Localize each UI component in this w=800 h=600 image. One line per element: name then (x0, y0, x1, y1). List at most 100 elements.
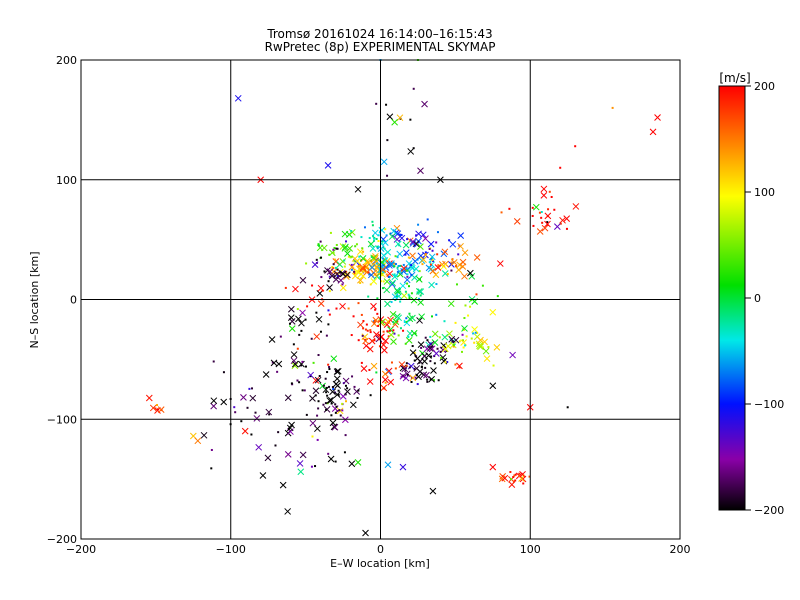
point-cross (381, 376, 389, 384)
point-dot (408, 297, 411, 300)
x-axis-ticks: −200 −100 0 100 200 (66, 543, 691, 556)
point-dot (394, 263, 397, 266)
point-cross (351, 272, 359, 280)
point-dot (375, 371, 378, 374)
point-cross (344, 271, 351, 279)
point-dot (305, 413, 308, 416)
point-dot (368, 368, 371, 371)
point-dot (424, 366, 427, 369)
point-cross (513, 217, 521, 225)
point-dot (404, 253, 407, 256)
point-dot (405, 364, 408, 367)
point-dot (496, 295, 499, 298)
point-dot (251, 387, 254, 390)
point-dot (370, 255, 373, 258)
point-cross (319, 382, 326, 390)
point-cross (323, 405, 331, 413)
point-dot (458, 340, 461, 343)
point-dot (429, 342, 432, 345)
point-cross (157, 406, 165, 413)
point-cross (287, 305, 295, 313)
point-dot (450, 261, 453, 264)
point-dot (457, 253, 460, 256)
point-dot (358, 255, 361, 258)
point-cross (357, 270, 365, 278)
point-dot (393, 265, 396, 268)
x-tick-label: 200 (670, 543, 691, 556)
point-cross (385, 367, 393, 375)
point-cross (329, 388, 336, 396)
point-cross (370, 278, 378, 285)
point-dot (418, 297, 421, 300)
point-dot (390, 301, 393, 304)
point-cross (459, 263, 467, 270)
point-dot (354, 245, 357, 248)
point-dot (451, 340, 454, 343)
point-dot (377, 240, 380, 243)
point-dot (437, 379, 440, 382)
y-tick-label: 0 (70, 294, 77, 307)
point-cross (447, 261, 455, 268)
point-cross (421, 100, 428, 108)
point-dot (399, 264, 402, 267)
point-dot (415, 355, 418, 358)
point-cross (408, 264, 416, 272)
point-dot (332, 388, 335, 391)
x-tick-label: 0 (377, 543, 384, 556)
point-dot (365, 262, 368, 265)
point-cross (290, 357, 298, 365)
point-dot (357, 339, 360, 342)
point-dot (376, 312, 379, 315)
point-dot (415, 234, 418, 237)
point-dot (430, 315, 433, 318)
point-cross (384, 318, 392, 325)
point-dot (359, 281, 362, 284)
point-dot (292, 343, 295, 346)
point-cross (265, 408, 273, 416)
point-cross (430, 367, 437, 374)
point-dot (383, 387, 386, 390)
point-dot (400, 233, 403, 236)
point-cross (431, 339, 439, 346)
point-cross (383, 278, 391, 285)
point-cross (384, 461, 392, 469)
point-dot (328, 290, 331, 293)
point-cross (333, 270, 341, 278)
point-dot (443, 320, 446, 323)
point-dot (540, 211, 543, 214)
point-dot (410, 264, 413, 267)
point-cross (415, 230, 422, 238)
point-cross (423, 371, 430, 379)
point-cross (297, 468, 305, 476)
point-dot (522, 482, 525, 485)
point-cross (262, 371, 270, 378)
point-cross (145, 394, 153, 402)
point-cross (403, 276, 411, 284)
point-dot (431, 249, 434, 252)
point-cross (428, 253, 436, 261)
point-cross (406, 315, 414, 323)
point-dot (360, 313, 363, 316)
point-dot (436, 253, 439, 256)
point-dot (463, 317, 466, 320)
point-dot (407, 374, 410, 377)
point-cross (389, 279, 397, 287)
point-dot (279, 335, 282, 338)
point-dot (314, 465, 317, 468)
point-dot (322, 384, 325, 387)
point-dot (310, 465, 313, 468)
point-cross (324, 162, 332, 169)
point-dot (426, 380, 429, 383)
point-cross (341, 416, 349, 424)
point-cross (377, 245, 385, 252)
point-dot (412, 147, 415, 150)
point-dot (393, 332, 396, 335)
point-dot (360, 265, 363, 268)
point-dot (316, 414, 319, 417)
point-dot (385, 103, 388, 106)
point-cross (417, 299, 425, 306)
point-dot (318, 244, 321, 247)
point-dot (404, 320, 407, 323)
point-cross (311, 261, 319, 269)
point-dot (374, 308, 377, 311)
